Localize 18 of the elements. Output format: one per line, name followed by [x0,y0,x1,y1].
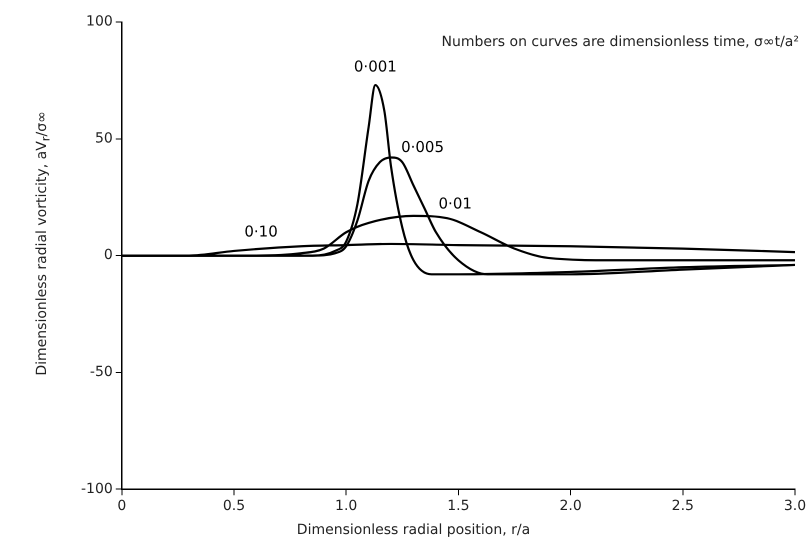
x-tick-label: 1.0 [335,498,358,514]
series-label: 0·10 [244,222,278,240]
x-tick-label: 2.5 [672,498,694,514]
x-tick-label: 0 [117,498,126,514]
y-tick-label: -100 [80,480,113,497]
annotation: Numbers on curves are dimensionless time, σ∞t/a² [442,34,799,50]
y-tick-label: 100 [86,14,113,30]
x-axis-title: Dimensionless radial position, r/a [296,522,532,538]
x-tick-label: 3.0 [784,498,806,514]
series-label: 0·005 [401,138,444,156]
y-tick-label: 0 [104,247,113,264]
series-label: 0·01 [438,194,472,212]
series-label: 0·001 [354,57,397,76]
x-tick-label: 1.5 [447,498,470,514]
x-tick-label: 0.5 [222,498,246,514]
x-tick-label: 2.0 [559,498,582,514]
y-tick-label: 50 [94,130,113,146]
y-tick-label: -50 [90,364,113,380]
